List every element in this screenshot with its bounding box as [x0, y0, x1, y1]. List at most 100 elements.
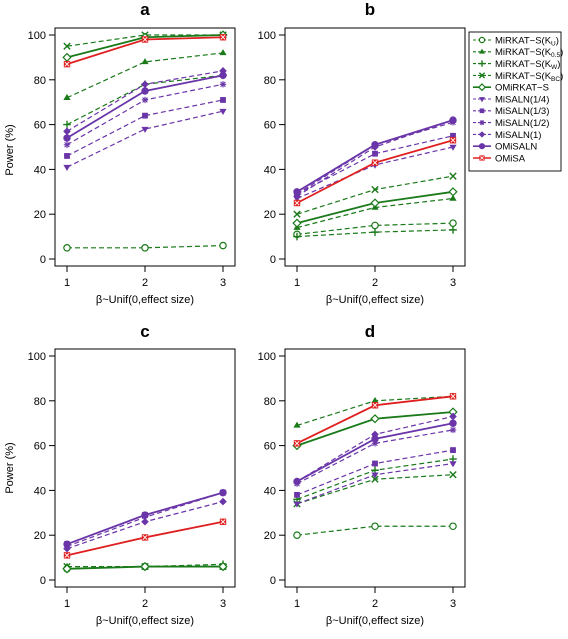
y-tick-label: 20 [34, 530, 46, 542]
x-tick-label: 3 [450, 598, 456, 610]
y-axis: 0 20 40 60 80 100 [258, 30, 285, 266]
x-tick-label: 2 [372, 598, 378, 610]
y-tick-label: 60 [34, 120, 46, 132]
legend-entry: OMiRKAT−S [473, 83, 549, 94]
panel-letter: b [365, 0, 375, 19]
series-line [296, 119, 454, 197]
y-tick-label: 60 [34, 441, 46, 453]
point-marker [478, 131, 486, 138]
legend-label: OMiSA [495, 153, 526, 164]
point-marker [449, 522, 457, 531]
panel-letter: a [140, 0, 150, 19]
y-axis: 0 20 40 60 80 100 [258, 351, 285, 587]
x-tick-label: 3 [220, 598, 226, 610]
legend-entry: MiSALN(1/2) [473, 118, 549, 129]
point-marker [477, 83, 487, 92]
point-marker [219, 108, 227, 115]
series-line [296, 429, 454, 485]
point-marker-cross [294, 440, 300, 446]
point-marker [449, 226, 457, 234]
series-9 [63, 488, 227, 548]
panel-d: 0 20 40 60 80 100 1 2 3 β~Unif(0,effect size) d [258, 322, 466, 627]
point-marker [449, 426, 457, 434]
point-marker [219, 488, 227, 497]
point-marker [478, 72, 486, 79]
point-marker [63, 127, 71, 136]
series-line [66, 52, 224, 99]
point-marker [294, 491, 300, 498]
point-marker-cross [142, 534, 148, 540]
point-marker [64, 153, 70, 159]
y-tick-label: 40 [34, 485, 46, 497]
point-marker [63, 134, 71, 142]
point-marker [371, 430, 379, 439]
y-tick-label: 40 [34, 164, 46, 176]
point-marker [141, 511, 149, 519]
point-marker-cross [294, 200, 300, 206]
point-marker [479, 48, 485, 54]
y-tick-label: 100 [258, 351, 276, 363]
point-marker [141, 126, 149, 133]
x-axis: 1 2 3 [64, 266, 226, 289]
point-marker [478, 60, 486, 67]
series-1 [63, 49, 227, 100]
point-marker [63, 244, 71, 252]
x-axis-title: β~Unif(0,effect size) [326, 615, 424, 627]
x-tick-label: 1 [294, 598, 300, 610]
point-marker [478, 36, 486, 44]
series-10 [293, 137, 457, 207]
point-marker [141, 517, 149, 526]
y-tick-label: 0 [270, 254, 276, 266]
point-marker [63, 93, 71, 100]
legend-entry: MiSALN(1/3) [473, 106, 549, 117]
point-marker [450, 447, 456, 453]
legend-entry: MiRKAT−S(KU) [473, 35, 559, 47]
point-marker [63, 120, 71, 129]
series-line [296, 229, 454, 238]
x-axis-title: β~Unif(0,effect size) [96, 615, 194, 627]
point-marker [371, 397, 379, 404]
series-line [296, 121, 454, 195]
legend-label: MiSALN(1/2) [495, 118, 549, 129]
point-marker [293, 210, 301, 218]
point-marker [449, 419, 457, 427]
x-axis: 1 2 3 [64, 587, 226, 610]
point-marker [371, 141, 379, 149]
legend-label: MiSALN(1/4) [495, 94, 549, 105]
point-marker [219, 71, 227, 80]
y-axis: 0 20 40 60 80 100 [28, 30, 55, 266]
series-line [296, 222, 454, 235]
point-marker-cross [64, 552, 70, 558]
point-marker-cross [64, 61, 70, 67]
y-tick-label: 60 [264, 441, 276, 453]
x-tick-label: 3 [220, 277, 226, 289]
x-axis: 1 2 3 [294, 266, 456, 289]
point-marker [293, 232, 301, 241]
point-marker [293, 188, 301, 196]
point-marker [141, 96, 149, 104]
x-tick-label: 1 [64, 598, 70, 610]
legend-label: MiSALN(1) [495, 130, 541, 141]
point-marker [63, 544, 71, 553]
point-marker [478, 143, 486, 150]
point-marker [62, 564, 72, 574]
legend-label: MiRKAT−S(KBC) [495, 71, 563, 83]
series-7 [293, 119, 457, 198]
point-marker [371, 435, 379, 443]
x-tick-label: 3 [450, 277, 456, 289]
series-5 [63, 108, 227, 171]
point-marker-cross [480, 156, 484, 160]
panel-a: 0 20 40 60 80 100 1 2 3 β~Unif(0,effect size) Powe… [4, 0, 236, 306]
point-marker [219, 49, 227, 56]
panel-c: 0 20 40 60 80 100 1 2 3 β~Unif(0,effect size) Powe… [4, 322, 236, 627]
point-marker-cross [220, 519, 226, 525]
panel-letter: c [140, 322, 149, 341]
point-marker [372, 460, 378, 467]
y-tick-label: 80 [34, 396, 46, 408]
point-marker [219, 241, 227, 250]
point-marker [449, 471, 457, 479]
y-tick-label: 80 [264, 75, 276, 87]
legend-label: MiRKAT−S(KW) [495, 59, 560, 71]
point-marker [141, 58, 149, 65]
point-marker [479, 108, 485, 114]
